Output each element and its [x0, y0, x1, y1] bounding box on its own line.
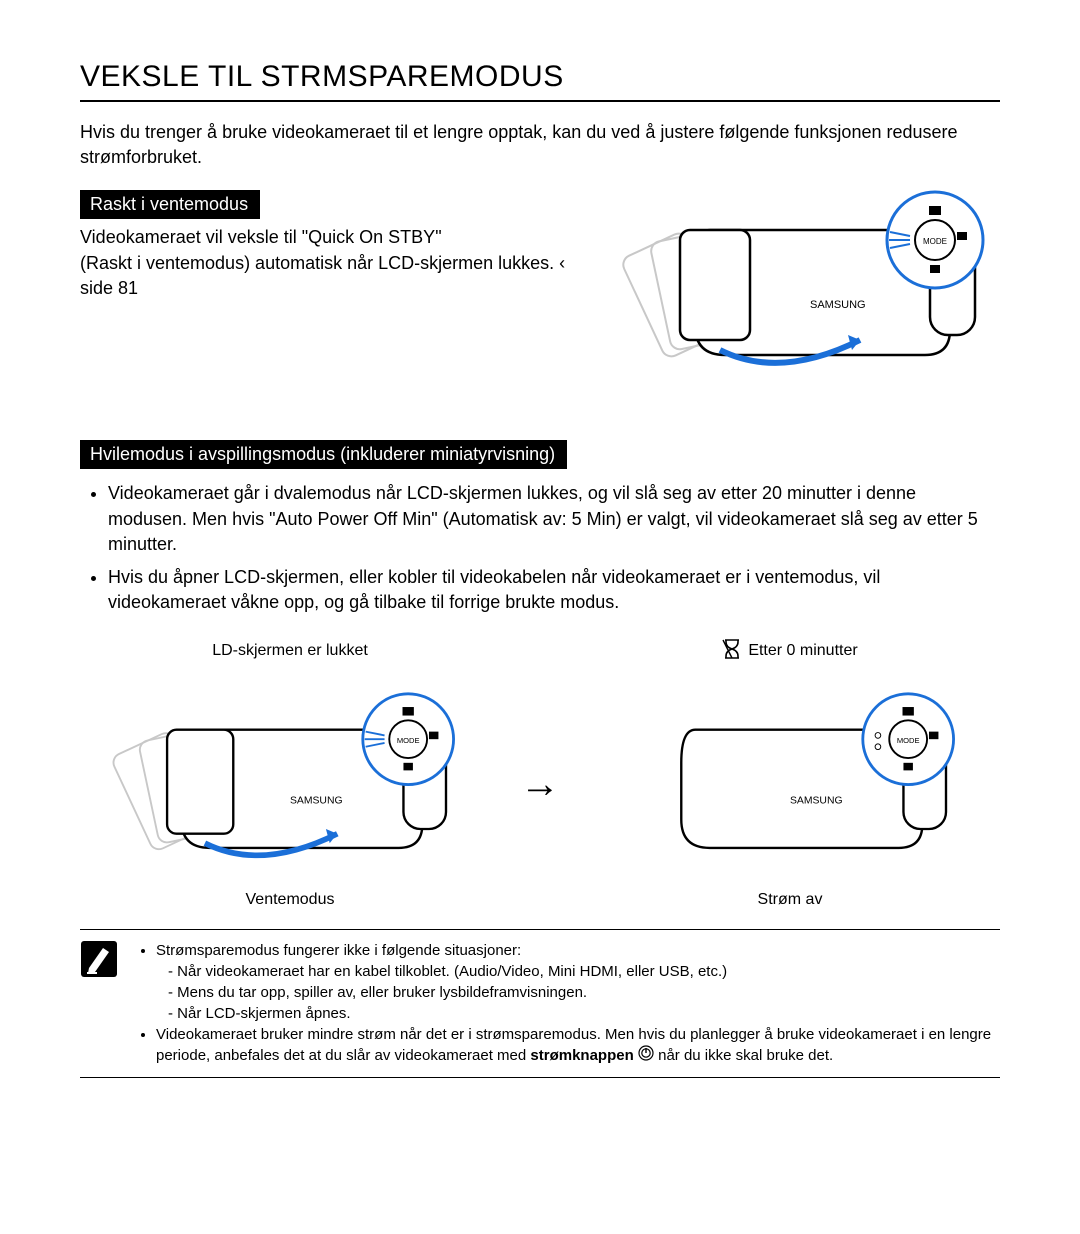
section2-bullet: Hvis du åpner LCD-skjermen, eller kobler… — [108, 565, 1000, 615]
section1-line2: (Raskt i ventemodus) automatisk når LCD-… — [80, 253, 565, 298]
diagram-right-bottom-label: Strøm av — [758, 891, 823, 909]
diagram-right-top-text: Etter 0 minutter — [748, 642, 857, 660]
intro-text: Hvis du trenger å bruke videokameraet ti… — [80, 120, 1000, 170]
section2-heading: Hvilemodus i avspillingsmodus (inkludere… — [80, 440, 567, 469]
section2-bullet: Videokameraet går i dvalemodus når LCD-s… — [108, 481, 1000, 557]
note-item: Strømsparemodus fungerer ikke i følgende… — [156, 940, 1000, 1024]
section1-heading: Raskt i ventemodus — [80, 190, 260, 219]
camcorder-closing-illustration: SAMSUNG MODE — [110, 673, 470, 881]
diagram-row: LD-skjermen er lukket SAMSUNG MODE — [80, 639, 1000, 909]
diagram-left: LD-skjermen er lukket SAMSUNG MODE — [100, 639, 480, 909]
svg-text:MODE: MODE — [397, 736, 420, 745]
svg-text:SAMSUNG: SAMSUNG — [790, 796, 843, 807]
diagram-right: Etter 0 minutter SAMSUNG MODE — [600, 639, 980, 909]
diagram-left-bottom-label: Ventemodus — [246, 891, 335, 909]
page-title: VEKSLE TIL STRMSPAREMODUS — [80, 60, 1000, 102]
section1-line1: Videokameraet vil veksle til "Quick On S… — [80, 227, 442, 247]
svg-text:MODE: MODE — [923, 237, 947, 246]
note-item: Videokameraet bruker mindre strøm når de… — [156, 1024, 1000, 1067]
section1-illustration: SAMSUNG MODE — [620, 170, 1000, 390]
arrow-icon: → — [520, 762, 560, 807]
section-sleep-playback: Hvilemodus i avspillingsmodus (inkludere… — [80, 440, 1000, 909]
diagram-left-top-label: LD-skjermen er lukket — [212, 639, 368, 663]
svg-text:SAMSUNG: SAMSUNG — [810, 299, 866, 311]
svg-text:MODE: MODE — [897, 736, 920, 745]
diagram-right-top-label: Etter 0 minutter — [722, 639, 857, 663]
section1-body: Videokameraet vil veksle til "Quick On S… — [80, 225, 586, 301]
power-button-icon — [638, 1045, 654, 1067]
hourglass-icon — [722, 638, 742, 665]
svg-text:SAMSUNG: SAMSUNG — [290, 796, 343, 807]
note-item-text: Strømsparemodus fungerer ikke i følgende… — [156, 942, 521, 959]
note-icon — [80, 940, 120, 1067]
note-item2-bold: strømknappen — [530, 1047, 633, 1064]
note-sub-item: Når LCD-skjermen åpnes. — [168, 1003, 1000, 1024]
note-content: Strømsparemodus fungerer ikke i følgende… — [138, 940, 1000, 1067]
section-quick-standby: Raskt i ventemodus Videokameraet vil vek… — [80, 190, 1000, 410]
note-sub-item: Mens du tar opp, spiller av, eller bruke… — [168, 982, 1000, 1003]
note-sub-item: Når videokameraet har en kabel tilkoblet… — [168, 961, 1000, 982]
camcorder-off-illustration: SAMSUNG MODE — [610, 673, 970, 881]
note-item2-post: når du ikke skal bruke det. — [658, 1047, 833, 1064]
note-box: Strømsparemodus fungerer ikke i følgende… — [80, 929, 1000, 1078]
section2-bullets: Videokameraet går i dvalemodus når LCD-s… — [80, 481, 1000, 615]
